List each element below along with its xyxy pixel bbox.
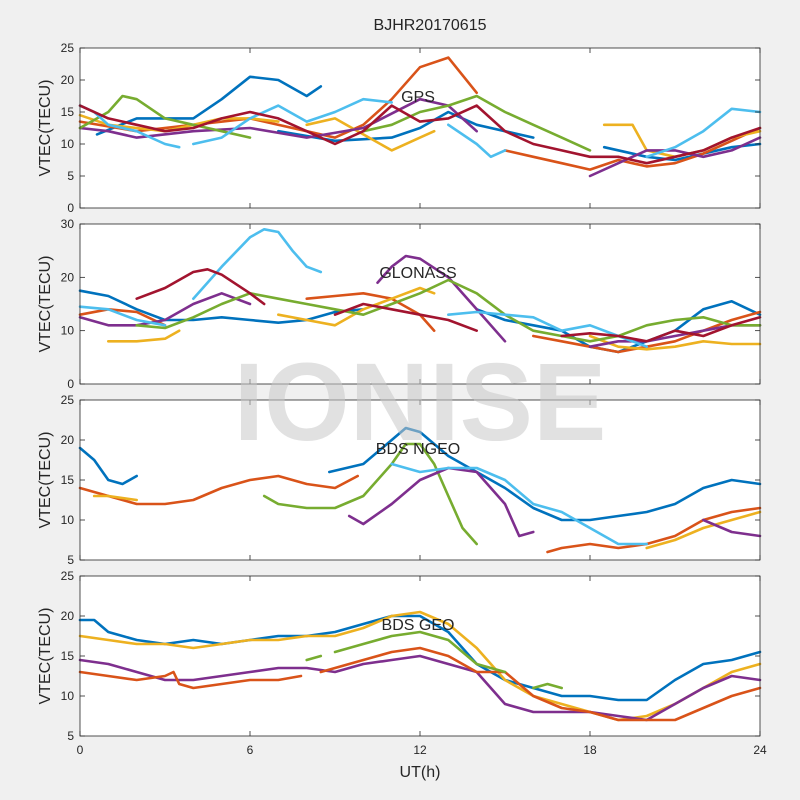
series-line	[78, 446, 138, 486]
series-line	[447, 310, 648, 348]
series-line	[78, 289, 365, 324]
series-line	[560, 316, 762, 343]
panel-2: 5 10 15 20 25 VTEC(TECU) BDS NGEO	[37, 393, 762, 567]
series-line	[390, 462, 648, 546]
x-tick-label: 0	[77, 743, 84, 757]
panel-0: 0 5 10 15 20 25 VTEC(TECU) GPS	[37, 41, 762, 215]
y-tick-label: 20	[61, 433, 75, 447]
y-tick-label: 25	[61, 569, 75, 583]
series-line	[107, 329, 181, 343]
series-line	[92, 494, 138, 502]
y-tick-label: 5	[67, 169, 74, 183]
y-axis-label: VTEC(TECU)	[37, 80, 54, 177]
y-tick-label: 20	[61, 609, 75, 623]
panel-label: GPS	[401, 89, 435, 106]
panel-label: BDS GEO	[382, 617, 455, 634]
series-line	[362, 94, 592, 152]
x-axis-label: UT(h)	[400, 764, 441, 781]
series-line	[78, 474, 359, 506]
x-tick-label: 6	[247, 743, 254, 757]
series-line	[192, 97, 393, 146]
panel-3: 5 10 15 20 25 0 6 12 18 24 VTEC(TECU) BDS GEO	[37, 569, 767, 757]
series-line	[78, 97, 478, 139]
x-tick-label: 12	[413, 743, 427, 757]
panel-label: BDS NGEO	[376, 441, 460, 458]
y-tick-label: 20	[61, 270, 75, 284]
series-line	[277, 286, 436, 327]
series-line	[645, 107, 762, 159]
panel-label: GLONASS	[379, 265, 456, 282]
panel-1: 0 10 20 30 VTEC(TECU) GLONASS	[37, 217, 762, 391]
series-line	[588, 334, 762, 351]
y-tick-label: 0	[67, 377, 74, 391]
series-line	[95, 75, 323, 136]
y-tick-label: 5	[67, 729, 74, 743]
series-line	[192, 228, 323, 300]
y-tick-label: 0	[67, 201, 74, 215]
y-axis-label: VTEC(TECU)	[37, 256, 54, 353]
y-axis-label: VTEC(TECU)	[37, 432, 54, 529]
series-line	[333, 302, 478, 332]
series-line	[333, 630, 507, 674]
y-tick-label: 15	[61, 649, 75, 663]
y-tick-label: 25	[61, 41, 75, 55]
y-tick-label: 10	[61, 137, 75, 151]
series-line	[588, 136, 762, 178]
series-line	[78, 670, 303, 690]
series-line	[78, 614, 762, 702]
series-line	[305, 117, 436, 152]
series-line	[78, 292, 252, 327]
series-line	[262, 442, 478, 546]
series-line	[305, 292, 436, 332]
y-tick-label: 15	[61, 105, 75, 119]
series-line	[319, 646, 762, 722]
series-line	[305, 654, 323, 662]
y-tick-label: 15	[61, 473, 75, 487]
series-line	[532, 682, 563, 690]
series-line	[602, 142, 762, 162]
series-line	[135, 268, 266, 306]
series-line	[645, 510, 762, 550]
y-tick-label: 30	[61, 217, 75, 231]
y-axis-label: VTEC(TECU)	[37, 608, 54, 705]
series-line	[503, 126, 762, 171]
y-tick-label: 5	[67, 553, 74, 567]
series-line	[78, 56, 478, 139]
x-tick-label: 24	[753, 743, 767, 757]
series-line	[376, 254, 507, 343]
series-line	[328, 426, 762, 522]
series-line	[78, 305, 167, 327]
y-tick-label: 10	[61, 513, 75, 527]
series-line	[702, 518, 762, 538]
series-line	[78, 610, 762, 722]
series-line	[135, 278, 762, 343]
series-line	[78, 308, 167, 327]
y-tick-label: 10	[61, 689, 75, 703]
y-tick-label: 10	[61, 324, 75, 338]
series-line	[78, 94, 252, 139]
x-tick-label: 18	[583, 743, 597, 757]
y-tick-label: 25	[61, 393, 75, 407]
series-line	[447, 123, 507, 159]
y-tick-label: 20	[61, 73, 75, 87]
figure-title: BJHR20170615	[374, 17, 487, 34]
series-line	[78, 104, 762, 165]
watermark: IONISE	[234, 341, 607, 464]
